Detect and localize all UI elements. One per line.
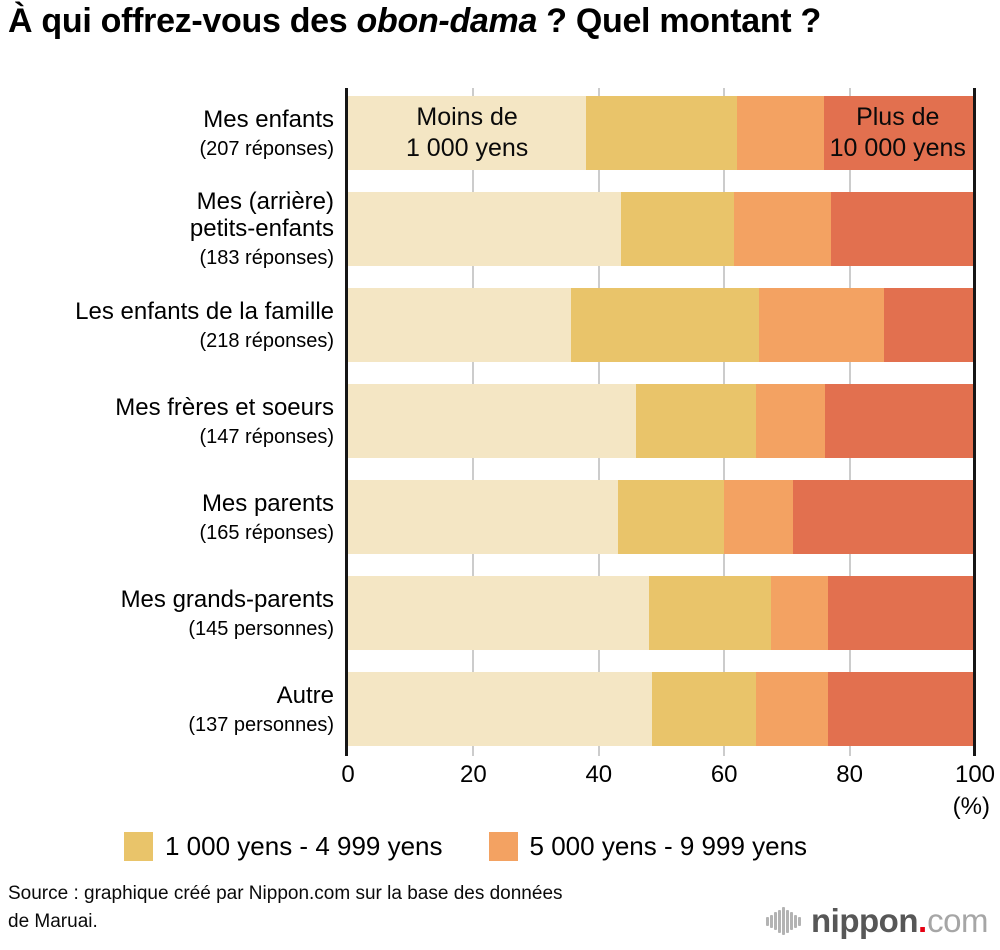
bar-segment-0 — [348, 576, 649, 650]
bar-segment-0 — [348, 192, 621, 266]
x-tick-label: 40 — [585, 761, 613, 788]
bar-segment-2 — [771, 576, 828, 650]
title-prefix: À qui offrez-vous des — [8, 2, 357, 40]
source-note: Source : graphique créé par Nippon.com s… — [8, 883, 563, 932]
soundwave-bar — [786, 909, 789, 933]
bar-segment-2 — [755, 672, 828, 746]
bar-segment-2 — [724, 480, 794, 554]
bar-segment-1 — [652, 672, 756, 746]
bar-segment-2 — [758, 288, 885, 362]
bar-row — [348, 288, 975, 362]
bar-annotation: Moins de 1 000 yens — [405, 103, 529, 162]
row-label: Mes grands-parents (145 personnes) — [0, 576, 334, 650]
row-label-text: Mes frères et soeurs — [115, 393, 334, 421]
logo-tld-text: com — [927, 902, 988, 939]
legend-item: 5 000 yens - 9 999 yens — [488, 831, 808, 862]
row-label: Mes parents (165 réponses) — [0, 480, 334, 554]
x-tick-label: 80 — [836, 761, 863, 788]
plot-area: Moins de 1 000 yens Plus de 10 000 yens — [345, 88, 976, 756]
bar-segment-1 — [617, 480, 725, 554]
bar-segment-0 — [348, 480, 618, 554]
legend-item: 1 000 yens - 4 999 yens — [124, 831, 443, 862]
row-label: Mes (arrière) petits-enfants (183 répons… — [0, 188, 334, 269]
row-label-text: Mes (arrière) petits-enfants — [189, 188, 334, 242]
bar-segment-2 — [733, 192, 831, 266]
bar-segment-1 — [586, 96, 737, 170]
row-label-count: (145 personnes) — [188, 617, 334, 640]
bar-segment-3 — [824, 384, 975, 458]
row-label-text: Mes parents — [201, 489, 334, 517]
bar-segment-3 — [884, 288, 975, 362]
bar-segment-2 — [755, 384, 825, 458]
legend: 1 000 yens - 4 999 yens 5 000 yens - 9 9… — [124, 831, 807, 862]
soundwave-bar — [790, 912, 793, 930]
soundwave-icon — [766, 907, 802, 935]
bar-segment-2 — [736, 96, 825, 170]
x-axis-unit: (%) — [952, 793, 990, 820]
legend-swatch — [124, 832, 153, 861]
bar-segment-0 — [348, 672, 653, 746]
bar-segment-3 — [793, 480, 975, 554]
row-label: Autre (137 personnes) — [0, 672, 334, 746]
x-tick-label: 60 — [710, 761, 738, 788]
row-label-text: Mes grands-parents — [120, 585, 334, 613]
bar-segment-3 — [827, 672, 975, 746]
bar-row — [348, 480, 975, 554]
bar-segment-1 — [620, 192, 734, 266]
row-label-count: (218 réponses) — [199, 329, 334, 352]
page-title: À qui offrez-vous des obon-dama ? Quel m… — [8, 2, 821, 41]
legend-label: 5 000 yens - 9 999 yens — [529, 831, 808, 861]
x-tick-label: 20 — [460, 761, 487, 788]
logo-dot: . — [917, 902, 928, 939]
soundwave-bar — [766, 916, 769, 926]
row-label-count: (165 réponses) — [199, 521, 334, 544]
row-label-text: Autre — [276, 681, 334, 709]
bar-annotation: Plus de 10 000 yens — [829, 103, 966, 162]
logo-brand-text: nippon — [811, 902, 918, 939]
soundwave-bar — [774, 912, 777, 930]
bar-segment-0 — [348, 96, 587, 170]
bar-segment-1 — [570, 288, 759, 362]
title-emphasis: obon-dama — [356, 2, 538, 40]
right-boundary-line — [973, 88, 976, 756]
row-label-count: (183 réponses) — [199, 247, 334, 269]
category-labels: Mes enfants (207 réponses) Mes (arrière)… — [0, 96, 334, 768]
bar-segment-3 — [830, 192, 975, 266]
bar-row: Moins de 1 000 yens Plus de 10 000 yens — [348, 96, 975, 170]
row-label-count: (137 personnes) — [188, 713, 334, 736]
x-axis: 0 20 40 60 80 100 — [341, 761, 995, 791]
y-axis-line — [345, 88, 348, 756]
row-label: Mes enfants (207 réponses) — [0, 96, 334, 170]
x-tick-label: 0 — [341, 761, 355, 788]
bar-segment-3 — [827, 576, 975, 650]
row-label-count: (207 réponses) — [199, 137, 334, 160]
row-label-text: Les enfants de la famille — [75, 297, 334, 325]
legend-label: 1 000 yens - 4 999 yens — [165, 831, 443, 861]
bar-segment-1 — [636, 384, 756, 458]
soundwave-bar — [794, 914, 797, 928]
bar-segment-0 — [348, 288, 571, 362]
row-label-count: (147 réponses) — [199, 425, 334, 448]
soundwave-bar — [782, 907, 785, 935]
row-label-text: Mes enfants — [203, 105, 334, 133]
bar-row — [348, 384, 975, 458]
row-label: Les enfants de la famille (218 réponses) — [0, 288, 334, 362]
title-suffix: ? Quel montant ? — [537, 2, 821, 40]
nippon-logo: nippon . com — [766, 898, 988, 944]
legend-swatch — [488, 832, 518, 861]
bar-row — [348, 576, 975, 650]
soundwave-bar — [798, 916, 801, 926]
bar-rows: Moins de 1 000 yens Plus de 10 000 yens — [348, 96, 975, 768]
bar-segment-0 — [348, 384, 637, 458]
bar-segment-3 — [824, 96, 975, 170]
x-tick-label: 100 — [954, 761, 996, 788]
row-label: Mes frères et soeurs (147 réponses) — [0, 384, 334, 458]
soundwave-bar — [778, 909, 781, 933]
bar-segment-1 — [648, 576, 772, 650]
bar-row — [348, 192, 975, 266]
bar-row — [348, 672, 975, 746]
soundwave-bar — [770, 914, 773, 928]
